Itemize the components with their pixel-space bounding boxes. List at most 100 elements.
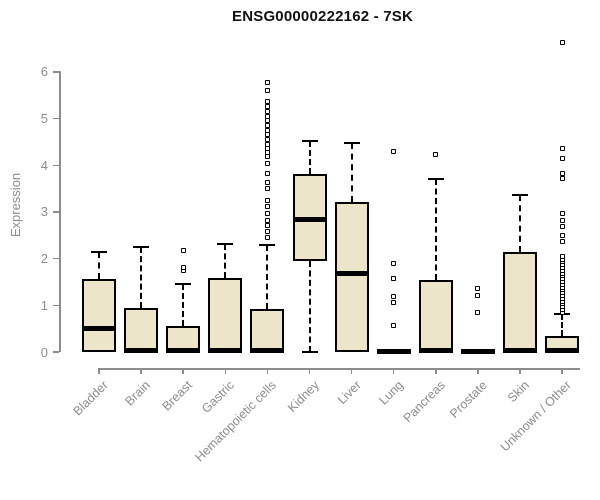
outlier-point xyxy=(264,79,270,85)
outlier-point xyxy=(264,132,270,138)
upper-whisker-cap xyxy=(427,178,444,181)
box-iqr xyxy=(208,277,243,352)
outlier-point xyxy=(264,186,270,192)
outlier-point xyxy=(559,156,565,162)
outlier-point xyxy=(264,123,270,129)
outlier-point xyxy=(391,261,397,267)
upper-whisker-cap xyxy=(512,194,528,197)
outlier-point xyxy=(559,232,565,238)
upper-whisker xyxy=(224,243,227,278)
outlier-point xyxy=(264,217,270,223)
outlier-point xyxy=(559,175,565,181)
x-axis-tick xyxy=(224,368,227,374)
outlier-point xyxy=(391,322,397,328)
upper-whisker-cap xyxy=(175,282,192,285)
x-axis-tick xyxy=(477,368,479,374)
median-line xyxy=(545,347,580,353)
upper-whisker xyxy=(98,252,100,279)
upper-whisker-cap xyxy=(343,142,360,145)
y-axis-tick xyxy=(53,71,59,73)
outlier-point xyxy=(264,99,270,105)
y-tick-label: 3 xyxy=(40,204,48,220)
box-iqr xyxy=(124,307,159,352)
box-iqr xyxy=(418,280,453,352)
upper-whisker-cap xyxy=(259,244,276,247)
outlier-point xyxy=(391,294,397,300)
outlier-point xyxy=(433,151,439,157)
box-iqr xyxy=(503,252,537,352)
x-axis-tick xyxy=(98,368,100,374)
x-axis-tick xyxy=(435,368,437,374)
outlier-point xyxy=(180,264,186,270)
median-line xyxy=(208,347,243,353)
outlier-point xyxy=(264,87,270,93)
outlier-point xyxy=(559,171,565,177)
outlier-point xyxy=(559,210,565,216)
outlier-point xyxy=(264,204,270,210)
chart-title: ENSG00000222162 - 7SK xyxy=(232,8,413,25)
x-axis-tick xyxy=(519,368,521,374)
lower-whisker xyxy=(308,260,311,352)
outlier-point xyxy=(559,217,565,223)
outlier-point xyxy=(475,310,481,316)
median-line xyxy=(334,271,369,277)
y-tick-label: 6 xyxy=(40,64,48,80)
x-axis-tick xyxy=(140,368,142,374)
lower-whisker-cap xyxy=(301,351,318,353)
outlier-point xyxy=(264,127,270,133)
box-iqr xyxy=(334,202,369,352)
upper-whisker xyxy=(519,195,521,253)
median-line xyxy=(250,347,285,353)
outlier-point xyxy=(264,113,270,119)
upper-whisker xyxy=(308,141,311,174)
outlier-point xyxy=(264,179,270,185)
outlier-point xyxy=(264,141,270,147)
y-axis-tick xyxy=(53,351,59,353)
outlier-point xyxy=(264,137,270,143)
median-line xyxy=(376,348,411,354)
median-line xyxy=(166,347,201,353)
y-axis-tick xyxy=(53,257,59,260)
upper-whisker xyxy=(266,245,269,310)
upper-whisker xyxy=(140,246,143,308)
x-axis-tick xyxy=(182,368,184,374)
outlier-point xyxy=(180,247,186,253)
upper-whisker-cap xyxy=(301,140,318,143)
outlier-point xyxy=(264,197,270,203)
x-axis-tick xyxy=(350,368,353,374)
y-axis-tick xyxy=(53,304,59,307)
outlier-point xyxy=(559,146,565,152)
outlier-point xyxy=(264,104,270,110)
outlier-point xyxy=(559,39,565,45)
upper-whisker-cap xyxy=(91,251,107,254)
outlier-point xyxy=(264,210,270,216)
outlier-point xyxy=(264,109,270,115)
outlier-point xyxy=(559,253,565,259)
x-axis-tick xyxy=(308,368,311,374)
y-axis-tick xyxy=(53,211,59,213)
y-tick-label: 2 xyxy=(40,251,48,267)
x-axis-tick xyxy=(561,368,563,374)
y-axis-tick xyxy=(53,164,59,167)
outlier-point xyxy=(475,286,481,292)
y-tick-label: 4 xyxy=(40,157,48,173)
outlier-point xyxy=(264,234,270,240)
y-tick-label: 1 xyxy=(40,297,48,313)
box-iqr xyxy=(250,309,285,352)
outlier-point xyxy=(391,276,397,282)
upper-whisker xyxy=(561,314,564,336)
outlier-point xyxy=(391,299,397,305)
outlier-point xyxy=(264,154,270,160)
outlier-point xyxy=(264,223,270,229)
outlier-point xyxy=(264,160,270,166)
x-axis-line xyxy=(99,368,581,370)
median-line xyxy=(418,347,453,353)
y-tick-label: 5 xyxy=(40,111,48,127)
median-line xyxy=(503,347,537,353)
median-line xyxy=(82,326,116,332)
outlier-point xyxy=(264,171,270,177)
median-line xyxy=(460,348,495,354)
outlier-point xyxy=(264,118,270,124)
x-axis-tick xyxy=(392,368,395,374)
outlier-point xyxy=(559,224,565,230)
